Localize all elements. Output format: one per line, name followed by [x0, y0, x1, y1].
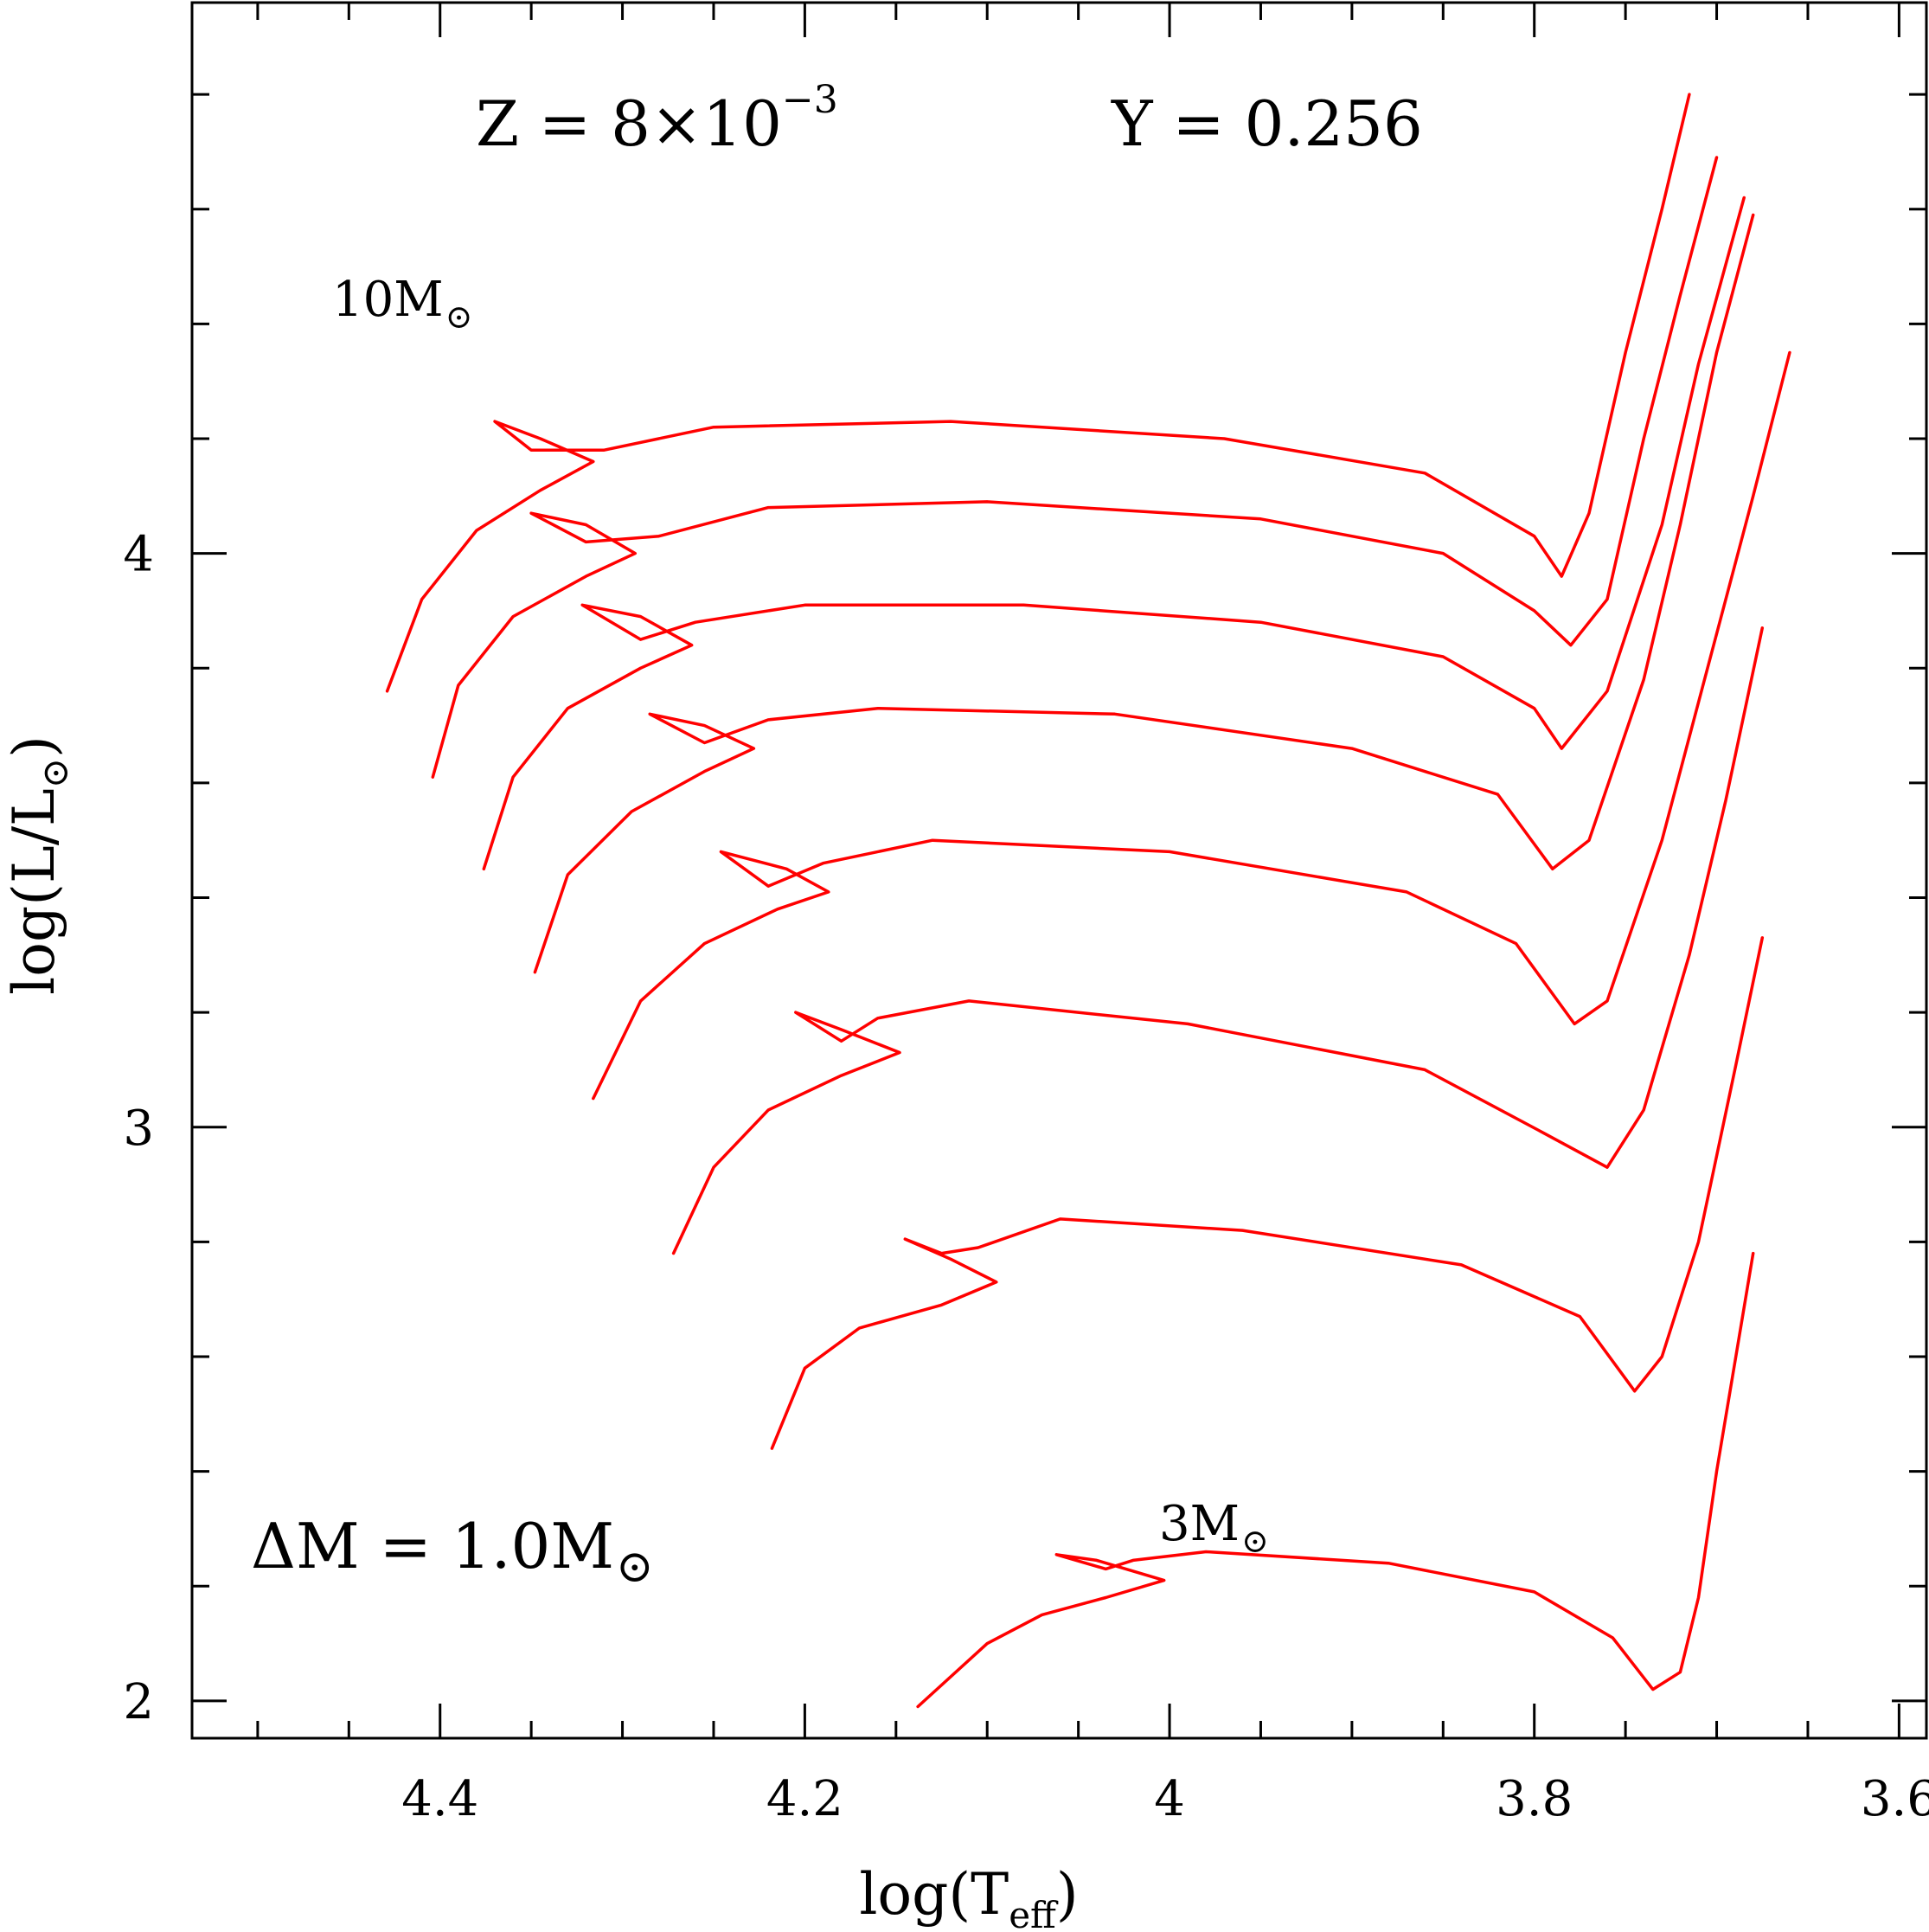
- helium-label: Y = 0.256: [1111, 87, 1423, 160]
- plot-frame: [190, 1, 1928, 1740]
- track-7-msun: [533, 213, 1755, 974]
- track-6-msun: [592, 350, 1791, 1101]
- y-tick-label: 2: [123, 1674, 154, 1730]
- axis-ticks: [192, 3, 1926, 1738]
- track-10-msun: [385, 93, 1691, 693]
- x-tick-labels: 4.4 4.2 4 3.8 3.6: [401, 1771, 1929, 1827]
- y-tick-label: 4: [123, 527, 154, 583]
- track-9-msun: [431, 156, 1719, 779]
- x-tick-label: 4.4: [401, 1771, 478, 1827]
- mass-label-3: 3M⊙: [1159, 1496, 1269, 1560]
- x-tick-label: 3.6: [1861, 1771, 1929, 1827]
- y-tick-label: 3: [123, 1101, 154, 1157]
- mass-step-label: ΔM = 1.0M⊙: [251, 1510, 654, 1593]
- track-5-msun: [671, 626, 1765, 1255]
- track-3-msun: [916, 1251, 1755, 1709]
- mass-label-10: 10M⊙: [332, 272, 472, 336]
- x-tick-label: 4: [1154, 1771, 1185, 1827]
- x-axis-title: log(Teff): [859, 1861, 1078, 1932]
- y-tick-labels: 2 3 4: [123, 527, 154, 1730]
- x-tick-label: 3.8: [1496, 1771, 1573, 1827]
- track-8-msun: [482, 196, 1746, 871]
- x-tick-label: 4.2: [766, 1771, 843, 1827]
- evolution-tracks: [385, 93, 1791, 1709]
- y-axis-title: log(L/L⊙): [1, 735, 76, 995]
- track-4-msun: [770, 936, 1765, 1450]
- metallicity-label: Z = 8×10−3: [476, 78, 838, 160]
